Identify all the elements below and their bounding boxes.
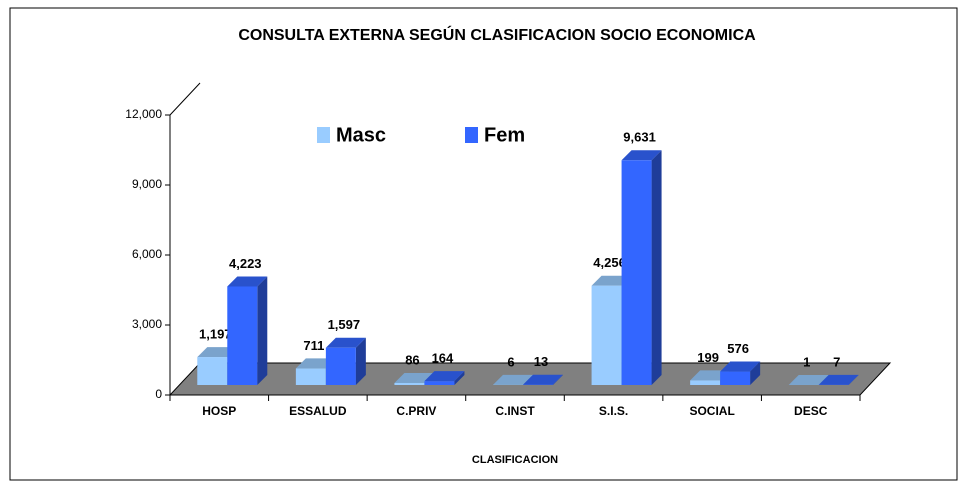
bar xyxy=(591,285,622,385)
legend-label: Masc xyxy=(336,124,386,146)
x-tick-label: S.I.S. xyxy=(599,404,628,418)
bar-top xyxy=(493,374,533,385)
bar-top xyxy=(523,374,563,385)
bar xyxy=(720,371,751,385)
bar xyxy=(690,380,721,385)
value-label: 199 xyxy=(697,350,719,365)
bar-side xyxy=(651,150,662,385)
legend-label: Fem xyxy=(484,124,525,146)
value-label: 4,256 xyxy=(593,255,626,270)
value-label: 1,597 xyxy=(328,317,361,332)
y-tick-label: 9,000 xyxy=(132,177,162,191)
bar-side xyxy=(750,361,761,385)
bar-top xyxy=(424,371,465,382)
x-tick-label: ESSALUD xyxy=(289,404,347,418)
value-label: 1 xyxy=(803,354,810,369)
value-label: 13 xyxy=(534,354,548,369)
bar xyxy=(394,382,425,385)
bar-top xyxy=(788,374,829,385)
bar-side xyxy=(355,337,366,385)
bar-side xyxy=(257,276,268,385)
value-label: 7 xyxy=(833,354,840,369)
y-tick-label: 6,000 xyxy=(132,247,162,261)
bar-top xyxy=(394,372,435,383)
x-tick-label: C.PRIV xyxy=(396,404,436,418)
value-label: 86 xyxy=(405,352,419,367)
x-tick-label: DESC xyxy=(794,404,828,418)
bar-side xyxy=(848,374,859,385)
value-label: 576 xyxy=(727,341,749,356)
bar xyxy=(621,160,652,385)
x-tick-label: HOSP xyxy=(202,404,236,418)
value-label: 711 xyxy=(303,338,324,353)
x-tick-label: C.INST xyxy=(495,404,535,418)
y-tick-label: 12,000 xyxy=(125,107,162,121)
value-label: 164 xyxy=(432,351,454,366)
bar xyxy=(197,357,228,385)
bar-top xyxy=(818,374,859,385)
bar-top xyxy=(720,361,761,372)
bar-top xyxy=(227,276,268,287)
y-tick-label: 3,000 xyxy=(132,317,162,331)
bar xyxy=(227,286,258,385)
value-label: 1,197 xyxy=(199,327,232,342)
bar-top xyxy=(325,337,366,348)
legend-swatch xyxy=(317,127,330,143)
bar xyxy=(295,368,326,385)
chart-title: CONSULTA EXTERNA SEGÚN CLASIFICACION SOC… xyxy=(238,25,756,44)
chart-border xyxy=(9,7,958,481)
bar xyxy=(325,347,356,385)
value-label: 6 xyxy=(507,354,514,369)
legend-swatch xyxy=(465,127,478,143)
bar-side xyxy=(553,374,563,385)
bar-top xyxy=(621,150,662,161)
x-tick-label: SOCIAL xyxy=(689,404,734,418)
bar xyxy=(424,381,455,385)
value-label: 4,223 xyxy=(229,256,262,271)
wall-edge xyxy=(169,82,201,116)
y-tick-label: 0 xyxy=(155,387,162,401)
bar-side xyxy=(454,371,465,385)
x-axis-label: CLASIFICACION xyxy=(472,454,558,466)
value-label: 9,631 xyxy=(623,130,656,145)
